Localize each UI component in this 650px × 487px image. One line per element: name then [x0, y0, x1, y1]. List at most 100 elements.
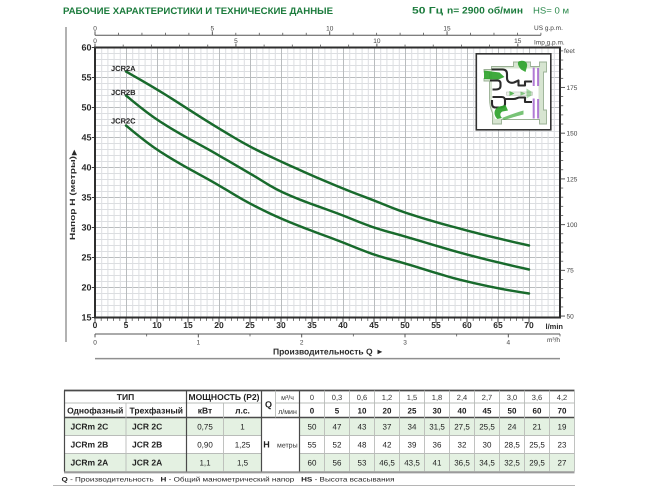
- svg-text:JCR2C: JCR2C: [111, 117, 136, 126]
- svg-text:2,4: 2,4: [457, 393, 467, 402]
- svg-text:1: 1: [197, 339, 201, 346]
- svg-text:75: 75: [567, 268, 575, 275]
- svg-text:0,6: 0,6: [357, 393, 367, 402]
- svg-text:15: 15: [183, 320, 193, 330]
- svg-text:0,90: 0,90: [197, 441, 213, 450]
- svg-text:25,5: 25,5: [529, 441, 545, 450]
- svg-text:50: 50: [508, 407, 517, 416]
- svg-text:24: 24: [508, 423, 517, 432]
- svg-text:15: 15: [81, 313, 91, 323]
- svg-text:34,5: 34,5: [479, 459, 495, 468]
- svg-text:30: 30: [483, 441, 492, 450]
- svg-text:27: 27: [558, 459, 567, 468]
- svg-text:50: 50: [400, 320, 410, 330]
- svg-text:25: 25: [81, 253, 91, 263]
- svg-text:52: 52: [333, 441, 342, 450]
- svg-text:US g.p.m.: US g.p.m.: [534, 25, 563, 32]
- svg-text:Трехфазный: Трехфазный: [130, 406, 183, 416]
- svg-text:0: 0: [93, 339, 97, 346]
- svg-text:53: 53: [358, 459, 367, 468]
- svg-text:45: 45: [81, 133, 91, 143]
- svg-text:20: 20: [214, 320, 224, 330]
- svg-text:46,5: 46,5: [379, 459, 395, 468]
- svg-text:l/min: l/min: [546, 322, 564, 331]
- svg-text:43,5: 43,5: [404, 459, 420, 468]
- svg-text:50: 50: [81, 103, 91, 113]
- svg-text:РАБОЧИЕ ХАРАКТЕРИСТИКИ И ТЕХНИ: РАБОЧИЕ ХАРАКТЕРИСТИКИ И ТЕХНИЧЕСКИЕ ДАН…: [63, 6, 333, 17]
- svg-text:50: 50: [308, 423, 317, 432]
- svg-text:31,5: 31,5: [429, 423, 445, 432]
- svg-text:10: 10: [373, 38, 381, 45]
- svg-text:32,5: 32,5: [504, 459, 520, 468]
- svg-text:20: 20: [81, 283, 91, 293]
- svg-text:1,5: 1,5: [237, 459, 249, 468]
- svg-text:19: 19: [558, 423, 567, 432]
- svg-text:50 Гц: 50 Гц: [412, 6, 443, 17]
- svg-text:m³/h: m³/h: [547, 337, 560, 344]
- svg-text:метры: метры: [277, 443, 298, 450]
- svg-text:0: 0: [310, 407, 315, 416]
- svg-text:4,2: 4,2: [557, 393, 567, 402]
- svg-text:23: 23: [558, 441, 567, 450]
- svg-text:1,25: 1,25: [235, 441, 251, 450]
- svg-text:60: 60: [462, 320, 472, 330]
- svg-text:27,5: 27,5: [454, 423, 470, 432]
- svg-text:150: 150: [567, 131, 578, 138]
- svg-text:100: 100: [567, 222, 578, 229]
- svg-text:0: 0: [310, 393, 314, 402]
- svg-text:JCR2B: JCR2B: [111, 88, 136, 97]
- svg-text:feet: feet: [564, 48, 575, 55]
- svg-text:28,5: 28,5: [504, 441, 520, 450]
- svg-text:30: 30: [276, 320, 286, 330]
- svg-text:МОЩНОСТЬ (P2): МОЩНОСТЬ (P2): [189, 392, 260, 402]
- svg-text:JCR2A: JCR2A: [111, 64, 136, 73]
- svg-text:29,5: 29,5: [529, 459, 545, 468]
- svg-text:21: 21: [533, 423, 542, 432]
- svg-text:37: 37: [383, 423, 392, 432]
- svg-text:175: 175: [567, 85, 578, 92]
- svg-text:30: 30: [433, 407, 442, 416]
- svg-text:10: 10: [326, 26, 334, 33]
- svg-text:34: 34: [408, 423, 417, 432]
- svg-text:35: 35: [81, 193, 91, 203]
- svg-text:55: 55: [81, 73, 91, 83]
- svg-text:10: 10: [358, 407, 367, 416]
- svg-text:43: 43: [358, 423, 367, 432]
- svg-text:56: 56: [333, 459, 342, 468]
- svg-text:JCRm 2C: JCRm 2C: [71, 422, 109, 432]
- svg-text:2,7: 2,7: [482, 393, 492, 402]
- svg-text:60: 60: [533, 407, 542, 416]
- svg-text:Q: Q: [265, 399, 272, 409]
- svg-text:4: 4: [507, 339, 511, 346]
- svg-text:47: 47: [333, 423, 342, 432]
- svg-text:кВт: кВт: [198, 406, 212, 416]
- svg-text:2: 2: [300, 339, 304, 346]
- svg-text:55: 55: [308, 441, 317, 450]
- svg-text:32: 32: [458, 441, 467, 450]
- svg-text:0: 0: [93, 320, 98, 330]
- svg-text:JCR 2B: JCR 2B: [132, 440, 162, 450]
- svg-text:м³/ч: м³/ч: [281, 394, 294, 402]
- svg-text:20: 20: [383, 407, 392, 416]
- svg-text:39: 39: [408, 441, 417, 450]
- svg-text:1,8: 1,8: [432, 393, 442, 402]
- svg-text:0: 0: [93, 26, 97, 33]
- svg-text:70: 70: [524, 320, 534, 330]
- svg-text:55: 55: [431, 320, 441, 330]
- svg-text:JCRm 2A: JCRm 2A: [71, 458, 109, 468]
- svg-text:Производительность Q: Производительность Q: [273, 346, 373, 356]
- svg-text:0,75: 0,75: [197, 423, 213, 432]
- svg-text:15: 15: [443, 26, 451, 33]
- svg-text:Q - Производительность H - О: Q - Производительность H - Общий маномет…: [62, 477, 396, 484]
- svg-text:5: 5: [234, 38, 238, 45]
- svg-text:40: 40: [81, 163, 91, 173]
- svg-text:60: 60: [308, 459, 317, 468]
- svg-text:60: 60: [81, 43, 91, 53]
- svg-text:HS= 0 м: HS= 0 м: [533, 6, 569, 16]
- svg-text:10: 10: [152, 320, 162, 330]
- svg-text:Imp g.p.m.: Imp g.p.m.: [534, 39, 565, 46]
- svg-text:40: 40: [458, 407, 467, 416]
- svg-text:25,5: 25,5: [479, 423, 495, 432]
- svg-text:1,2: 1,2: [382, 393, 392, 402]
- svg-text:15: 15: [514, 38, 522, 45]
